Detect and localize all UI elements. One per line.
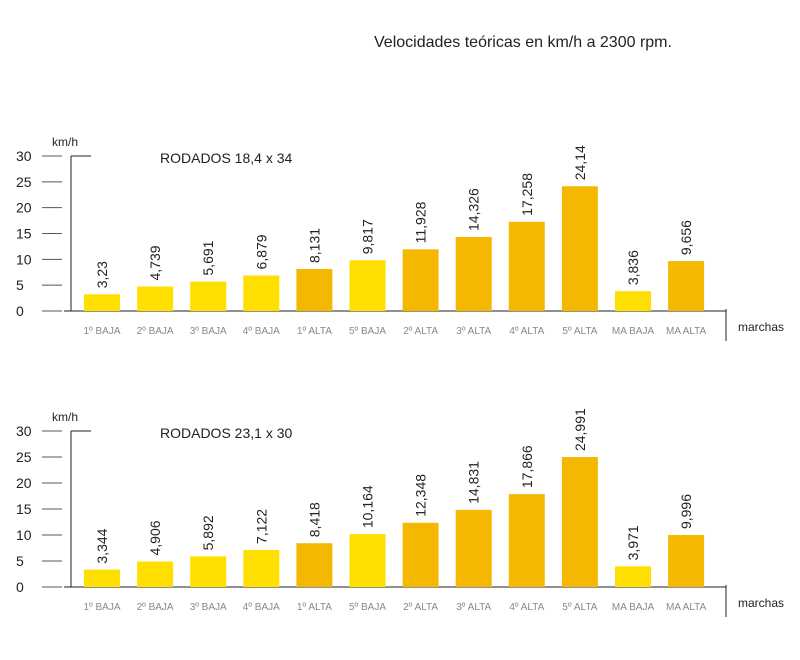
x-tick-label: 2º ALTA [403, 326, 438, 337]
data-label: 4,906 [147, 520, 163, 555]
data-label: 3,344 [94, 528, 110, 563]
y-tick-label: 5 [16, 553, 24, 569]
x-tick-label: MA ALTA [666, 602, 707, 613]
x-tick-label: 5º BAJA [349, 326, 386, 337]
y-tick-label: 15 [16, 226, 32, 242]
x-tick-label: 2º BAJA [137, 602, 174, 613]
data-label: 5,691 [200, 240, 216, 275]
bar [137, 561, 174, 587]
bar [349, 534, 386, 587]
bar [508, 221, 545, 311]
x-tick-label: MA BAJA [612, 326, 655, 337]
x-tick-label: 4º BAJA [243, 602, 280, 613]
bar [190, 556, 227, 587]
bar [668, 261, 705, 311]
y-axis-label: km/h [52, 410, 78, 424]
bar [668, 535, 705, 587]
data-label: 12,348 [413, 474, 429, 517]
y-tick-label: 10 [16, 251, 32, 267]
data-label: 5,892 [200, 515, 216, 550]
data-label: 7,122 [253, 509, 269, 544]
data-label: 17,866 [519, 445, 535, 488]
x-tick-label: 1º BAJA [83, 602, 120, 613]
bar [455, 509, 492, 587]
x-tick-label: MA ALTA [666, 326, 707, 337]
x-tick-label: 1º BAJA [83, 326, 120, 337]
page-title: Velocidades teóricas en km/h a 2300 rpm. [374, 34, 672, 51]
y-tick-label: 15 [16, 501, 32, 517]
x-tick-label: 3º BAJA [190, 326, 227, 337]
bar [402, 522, 439, 587]
y-tick-label: 30 [16, 423, 32, 439]
bar [508, 494, 545, 587]
chart-title: RODADOS 23,1 x 30 [160, 425, 292, 441]
y-tick-label: 10 [16, 527, 32, 543]
data-label: 3,836 [625, 250, 641, 285]
y-tick-label: 0 [16, 303, 24, 319]
data-label: 4,739 [147, 245, 163, 280]
data-label: 3,971 [625, 525, 641, 560]
y-tick-label: 20 [16, 475, 32, 491]
bar [402, 249, 439, 311]
y-tick-label: 25 [16, 449, 32, 465]
bar [84, 294, 120, 311]
data-label: 9,656 [678, 220, 694, 255]
data-label: 8,418 [306, 502, 322, 537]
bar [296, 543, 333, 587]
data-label: 24,14 [572, 145, 588, 180]
x-tick-label: 2º BAJA [137, 326, 174, 337]
data-label: 9,817 [360, 219, 376, 254]
y-tick-label: 20 [16, 200, 32, 216]
y-axis-label: km/h [52, 135, 78, 149]
x-tick-label: 1º ALTA [297, 326, 332, 337]
bar [455, 236, 492, 311]
y-tick-label: 5 [16, 277, 24, 293]
data-label: 10,164 [360, 485, 376, 528]
bar [561, 186, 598, 311]
bar [84, 569, 120, 587]
bar [561, 457, 598, 587]
data-label: 17,258 [519, 173, 535, 216]
y-tick-label: 30 [16, 148, 32, 164]
bar [296, 268, 333, 311]
y-tick-label: 0 [16, 579, 24, 595]
data-label: 14,326 [466, 188, 482, 231]
data-label: 9,996 [678, 494, 694, 529]
bar [243, 549, 280, 587]
bar [349, 260, 386, 311]
x-tick-label: 3º ALTA [456, 602, 491, 613]
x-tick-label: 4º BAJA [243, 326, 280, 337]
chart-title: RODADOS 18,4 x 34 [160, 150, 292, 166]
x-tick-label: 4º ALTA [509, 326, 544, 337]
x-tick-label: 3º BAJA [190, 602, 227, 613]
x-tick-label: 2º ALTA [403, 602, 438, 613]
x-tick-label: 5º ALTA [562, 602, 597, 613]
x-tick-label: 1º ALTA [297, 602, 332, 613]
data-label: 8,131 [306, 228, 322, 263]
x-axis-label: marchas [738, 320, 784, 334]
x-tick-label: 4º ALTA [509, 602, 544, 613]
bar [615, 291, 651, 311]
data-label: 14,831 [466, 461, 482, 504]
x-tick-label: 5º BAJA [349, 602, 386, 613]
data-label: 6,879 [253, 234, 269, 269]
y-tick-label: 25 [16, 174, 32, 190]
data-label: 11,928 [413, 201, 429, 243]
bar [243, 275, 280, 311]
x-tick-label: 3º ALTA [456, 326, 491, 337]
bar [137, 286, 174, 311]
bar [190, 281, 227, 311]
x-axis-label: marchas [738, 596, 784, 610]
data-label: 24,991 [572, 408, 588, 451]
bar [615, 566, 651, 587]
x-tick-label: MA BAJA [612, 602, 655, 613]
x-tick-label: 5º ALTA [562, 326, 597, 337]
data-label: 3,23 [94, 261, 110, 288]
